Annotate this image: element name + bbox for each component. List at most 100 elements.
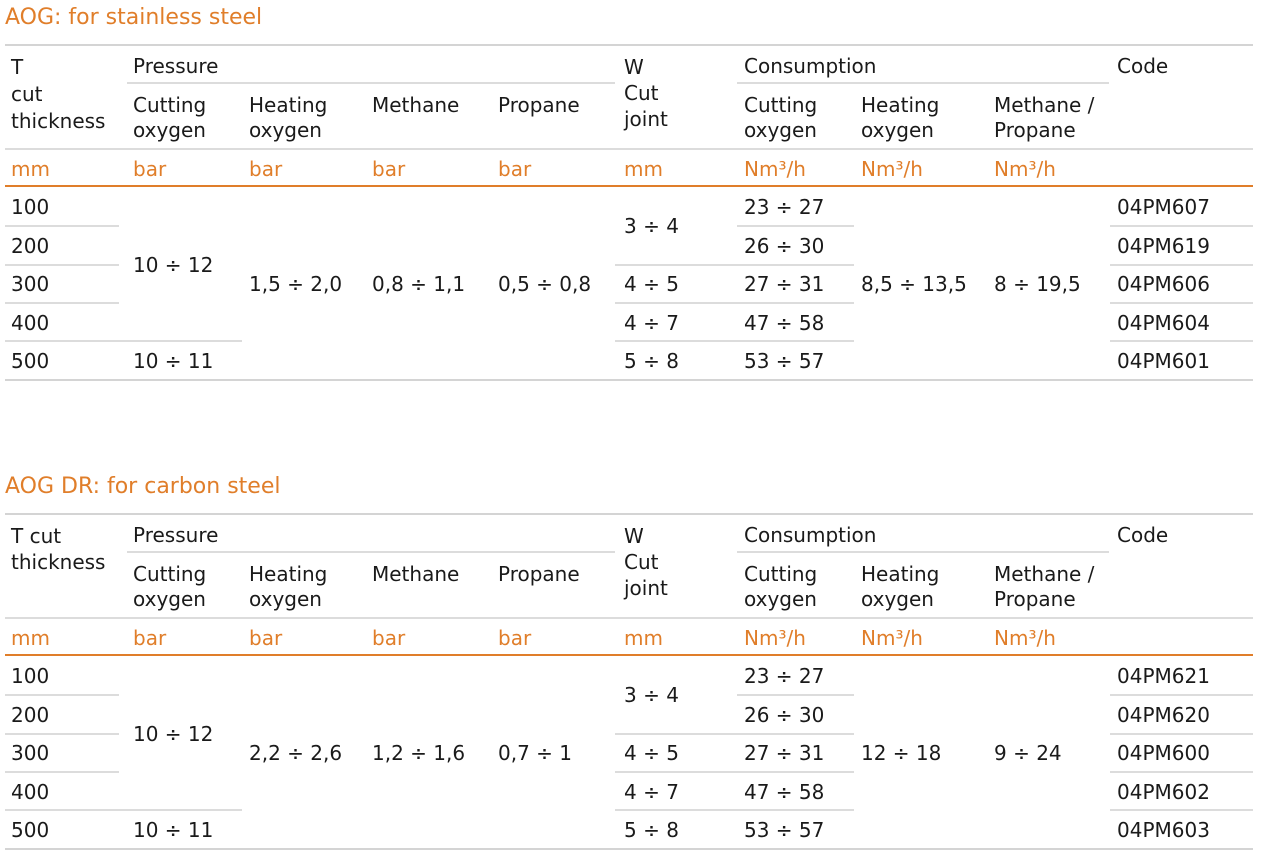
header-w-cut-joint: W Cut joint bbox=[624, 524, 668, 600]
cons-cutting-oxygen-cell: 23 ÷ 27 bbox=[744, 664, 825, 688]
subheader-cons-heating-oxygen: Heating oxygen bbox=[861, 93, 940, 142]
code-cell: 04PM603 bbox=[1117, 818, 1210, 842]
table-section-carbon: AOG DR: for carbon steel T cut thickness… bbox=[0, 469, 1266, 866]
row-rule bbox=[5, 694, 119, 696]
subheader-cons-heating-oxygen: Heating oxygen bbox=[861, 562, 940, 611]
cons-methane-propane-cell: 9 ÷ 24 bbox=[994, 741, 1062, 765]
thickness-cell: 400 bbox=[11, 311, 50, 335]
cons-cutting-oxygen-cell: 26 ÷ 30 bbox=[744, 703, 825, 727]
subheader-heating-oxygen: Heating oxygen bbox=[249, 93, 328, 142]
header-code: Code bbox=[1117, 523, 1169, 547]
subheader-methane: Methane bbox=[372, 562, 460, 586]
cutting-oxygen-pressure-cell: 10 ÷ 12 bbox=[133, 722, 214, 746]
cons-cutting-oxygen-cell: 23 ÷ 27 bbox=[744, 195, 825, 219]
row-rule bbox=[737, 302, 854, 304]
subheader-heating-oxygen: Heating oxygen bbox=[249, 562, 328, 611]
cut-joint-cell: 5 ÷ 8 bbox=[624, 818, 679, 842]
thickness-cell: 300 bbox=[11, 272, 50, 296]
consumption-subrule bbox=[737, 551, 1109, 553]
thickness-cell: 200 bbox=[11, 234, 50, 258]
table-bottom-rule bbox=[5, 848, 1253, 850]
row-rule bbox=[737, 340, 854, 342]
thickness-cell: 500 bbox=[11, 349, 50, 373]
heating-oxygen-pressure-cell: 2,2 ÷ 2,6 bbox=[249, 741, 343, 765]
subheader-methane: Methane bbox=[372, 93, 460, 117]
header-pressure: Pressure bbox=[133, 54, 219, 78]
unit-nm3h: Nm³/h bbox=[861, 626, 923, 650]
header-w-cut-joint: W Cut joint bbox=[624, 55, 668, 131]
methane-pressure-cell: 1,2 ÷ 1,6 bbox=[372, 741, 466, 765]
row-rule bbox=[1110, 340, 1253, 342]
cons-cutting-oxygen-cell: 47 ÷ 58 bbox=[744, 311, 825, 335]
subheader-methane-propane: Methane / Propane bbox=[994, 562, 1095, 611]
thickness-cell: 500 bbox=[11, 818, 50, 842]
cutting-oxygen-pressure-cell: 10 ÷ 11 bbox=[133, 818, 214, 842]
row-rule bbox=[1110, 733, 1253, 735]
unit-bar: bar bbox=[133, 157, 167, 181]
unit-bar: bar bbox=[133, 626, 167, 650]
unit-bar: bar bbox=[249, 626, 283, 650]
propane-pressure-cell: 0,5 ÷ 0,8 bbox=[498, 272, 592, 296]
row-rule bbox=[1110, 771, 1253, 773]
units-top-rule bbox=[5, 617, 1253, 619]
cut-joint-cell: 3 ÷ 4 bbox=[624, 683, 679, 707]
code-cell: 04PM602 bbox=[1117, 780, 1210, 804]
cons-cutting-oxygen-cell: 53 ÷ 57 bbox=[744, 818, 825, 842]
cut-joint-cell: 4 ÷ 7 bbox=[624, 780, 679, 804]
table-top-rule bbox=[5, 513, 1253, 515]
row-rule bbox=[1110, 694, 1253, 696]
unit-nm3h: Nm³/h bbox=[861, 157, 923, 181]
row-rule bbox=[737, 809, 854, 811]
row-rule bbox=[5, 733, 119, 735]
code-cell: 04PM607 bbox=[1117, 195, 1210, 219]
row-rule bbox=[1110, 264, 1253, 266]
code-cell: 04PM601 bbox=[1117, 349, 1210, 373]
unit-nm3h: Nm³/h bbox=[994, 626, 1056, 650]
row-rule bbox=[5, 340, 242, 342]
unit-nm3h: Nm³/h bbox=[744, 157, 806, 181]
section-title: AOG DR: for carbon steel bbox=[5, 474, 281, 499]
cons-cutting-oxygen-cell: 47 ÷ 58 bbox=[744, 780, 825, 804]
units-bottom-rule bbox=[5, 654, 1253, 656]
cut-joint-cell: 3 ÷ 4 bbox=[624, 214, 679, 238]
row-rule bbox=[5, 771, 119, 773]
cutting-oxygen-pressure-cell: 10 ÷ 12 bbox=[133, 253, 214, 277]
header-code: Code bbox=[1117, 54, 1169, 78]
row-rule bbox=[5, 225, 119, 227]
section-title: AOG: for stainless steel bbox=[5, 5, 263, 30]
row-rule bbox=[615, 771, 737, 773]
row-rule bbox=[737, 694, 854, 696]
subheader-cons-cutting-oxygen: Cutting oxygen bbox=[744, 562, 818, 611]
header-consumption: Consumption bbox=[744, 54, 877, 78]
row-rule bbox=[737, 771, 854, 773]
code-cell: 04PM620 bbox=[1117, 703, 1210, 727]
pressure-subrule bbox=[127, 551, 615, 553]
code-cell: 04PM619 bbox=[1117, 234, 1210, 258]
cut-joint-cell: 4 ÷ 5 bbox=[624, 741, 679, 765]
header-t-cut-thickness: T cut thickness bbox=[11, 524, 106, 574]
methane-pressure-cell: 0,8 ÷ 1,1 bbox=[372, 272, 466, 296]
thickness-cell: 200 bbox=[11, 703, 50, 727]
thickness-cell: 400 bbox=[11, 780, 50, 804]
code-cell: 04PM606 bbox=[1117, 272, 1210, 296]
row-rule bbox=[1110, 302, 1253, 304]
header-t-cut-thickness: T cut thickness bbox=[11, 55, 106, 133]
thickness-cell: 300 bbox=[11, 741, 50, 765]
cons-methane-propane-cell: 8 ÷ 19,5 bbox=[994, 272, 1081, 296]
row-rule bbox=[1110, 809, 1253, 811]
consumption-subrule bbox=[737, 82, 1109, 84]
row-rule bbox=[615, 733, 737, 735]
heating-oxygen-pressure-cell: 1,5 ÷ 2,0 bbox=[249, 272, 343, 296]
pressure-subrule bbox=[127, 82, 615, 84]
subheader-cons-cutting-oxygen: Cutting oxygen bbox=[744, 93, 818, 142]
table-bottom-rule bbox=[5, 379, 1253, 381]
table-section-stainless: AOG: for stainless steel T cut thickness… bbox=[0, 0, 1266, 400]
unit-bar: bar bbox=[498, 157, 532, 181]
row-rule bbox=[737, 225, 854, 227]
header-consumption: Consumption bbox=[744, 523, 877, 547]
row-rule bbox=[737, 733, 854, 735]
subheader-cutting-oxygen: Cutting oxygen bbox=[133, 562, 207, 611]
code-cell: 04PM600 bbox=[1117, 741, 1210, 765]
row-rule bbox=[5, 302, 119, 304]
unit-nm3h: Nm³/h bbox=[744, 626, 806, 650]
